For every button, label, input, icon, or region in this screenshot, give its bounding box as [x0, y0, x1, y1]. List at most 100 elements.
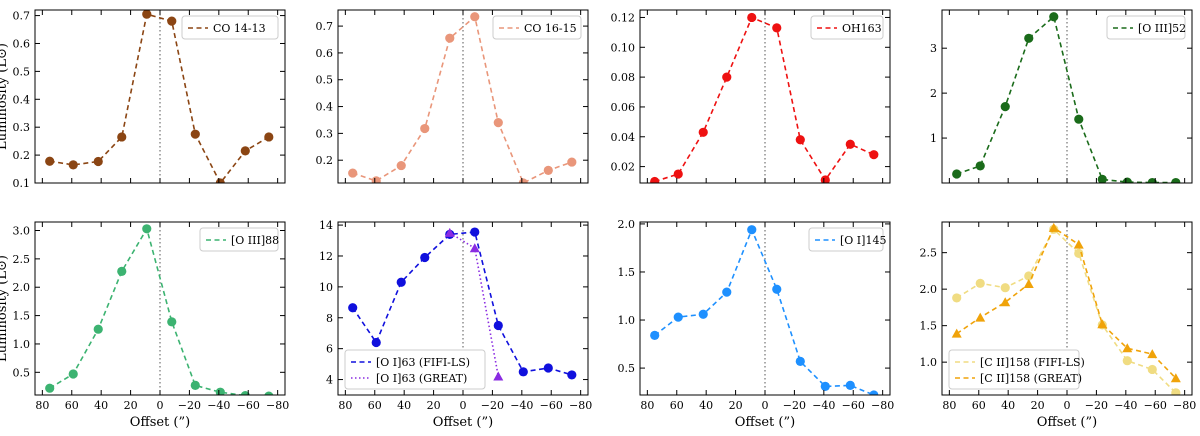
x-tick-label: 40	[1001, 399, 1015, 412]
y-tick-label: 3	[930, 42, 937, 55]
legend-box	[948, 349, 1080, 390]
y-tick-label: 0.2	[13, 149, 31, 162]
legend-label: [O I]145	[840, 234, 886, 247]
data-point	[1171, 388, 1181, 395]
panel-1: 0.1 0.2 0.3 0.4 0.5 0.6 0.7 Luminosity (L⊙) CO 1…	[0, 9, 286, 190]
data-point	[1122, 343, 1133, 353]
legend: CO 14-13	[181, 15, 279, 40]
data-point	[167, 16, 177, 26]
data-point	[190, 380, 200, 390]
y-tick-label: 2.5	[920, 247, 938, 260]
y-tick-label: 2	[930, 87, 937, 100]
y-tick-label: 8	[326, 312, 333, 325]
y-tick-label: 1	[930, 132, 937, 145]
data-point	[1074, 114, 1084, 124]
x-tick-label: 60	[65, 399, 79, 412]
panel-4: 1 2 3 [O III]52	[930, 9, 1193, 184]
y-tick-label: 0.7	[316, 20, 334, 33]
data-point	[1049, 12, 1059, 22]
y-tick-label: 0.5	[316, 74, 334, 87]
panel-8: 1.0 1.5 2.0 2.5 80 60 40 20 0 −20 −40 −60 −80 Offset …	[920, 221, 1196, 430]
data-point	[493, 320, 503, 331]
y-tick-label: 0.4	[13, 93, 31, 106]
x-tick-label: 60	[972, 399, 986, 412]
x-tick-label: −40	[510, 399, 533, 412]
x-tick-label: −60	[842, 399, 865, 412]
y-tick-label: 4	[326, 374, 333, 387]
data-point	[1122, 356, 1132, 366]
y-tick-label: 0.1	[13, 177, 31, 190]
x-tick-label: 0	[1064, 399, 1071, 412]
data-point	[952, 169, 962, 179]
data-point	[518, 178, 528, 183]
y-tick-label: 0.04	[611, 131, 636, 144]
data-point	[1147, 349, 1158, 359]
data-point	[747, 225, 757, 235]
data-point	[1000, 102, 1010, 112]
y-tick-label: 0.12	[611, 11, 636, 24]
data-point	[673, 312, 683, 322]
x-tick-label: 20	[427, 399, 441, 412]
data-point	[1097, 319, 1108, 329]
x-tick-label: −80	[569, 399, 592, 412]
data-point	[869, 150, 879, 160]
x-tick-label: 60	[670, 399, 684, 412]
series-line	[956, 15, 1176, 183]
series-line	[49, 226, 255, 395]
data-point	[396, 277, 406, 287]
data-point	[142, 224, 152, 234]
data-point	[215, 178, 225, 183]
y-tick-label: 0.5	[618, 362, 636, 375]
y-tick-label: 2.5	[13, 253, 31, 266]
data-point	[673, 169, 683, 179]
y-tick-label: 0.08	[611, 71, 636, 84]
y-tick-label: 10	[319, 281, 333, 294]
data-point	[1147, 177, 1157, 183]
data-point	[869, 390, 879, 395]
data-point	[493, 118, 503, 128]
legend-box	[199, 227, 279, 252]
data-point	[420, 252, 430, 263]
x-tick-label: −20	[481, 399, 504, 412]
legend: [O III]88	[199, 227, 279, 252]
legend-box	[810, 15, 884, 40]
legend-label: OH163	[842, 22, 882, 35]
data-point	[975, 278, 985, 288]
x-tick-label: 0	[460, 399, 467, 412]
legend-label: [O I]63 (FIFI-LS)	[376, 356, 470, 369]
legend: OH163	[810, 15, 884, 40]
data-point	[795, 135, 805, 145]
y-tick-label: 0.5	[13, 65, 31, 78]
x-tick-label: 20	[124, 399, 138, 412]
legend: CO 16-15	[492, 15, 582, 40]
data-point	[371, 337, 381, 348]
x-tick-label: 80	[35, 399, 49, 412]
series-line	[654, 16, 875, 183]
y-tick-label: 0.10	[611, 41, 636, 54]
data-point	[845, 139, 855, 149]
legend-label: [O III]52	[1138, 22, 1186, 35]
data-point	[93, 324, 103, 334]
x-axis-label: Offset (”)	[433, 415, 493, 430]
series-line	[352, 15, 573, 183]
data-point	[264, 132, 274, 142]
legend: [O I]145	[808, 227, 886, 252]
y-tick-label: 0.5	[13, 366, 31, 379]
data-point	[470, 12, 480, 22]
data-point	[951, 328, 962, 338]
y-tick-label: 0.2	[316, 154, 334, 167]
legend-label: CO 16-15	[524, 22, 577, 35]
series-line	[352, 231, 573, 376]
data-point	[1024, 33, 1034, 43]
legend-label: [O III]88	[231, 234, 279, 247]
panel-3: 0.02 0.04 0.06 0.08 0.10 0.12 OH163	[611, 9, 891, 184]
x-tick-label: −80	[871, 399, 894, 412]
y-tick-label: 1.5	[618, 266, 636, 279]
data-point	[820, 381, 830, 391]
y-tick-label: 0.02	[611, 161, 636, 174]
data-point	[215, 387, 225, 395]
data-point	[348, 168, 358, 178]
y-tick-label: 12	[319, 250, 333, 263]
x-tick-label: 40	[699, 399, 713, 412]
data-point	[93, 156, 103, 167]
